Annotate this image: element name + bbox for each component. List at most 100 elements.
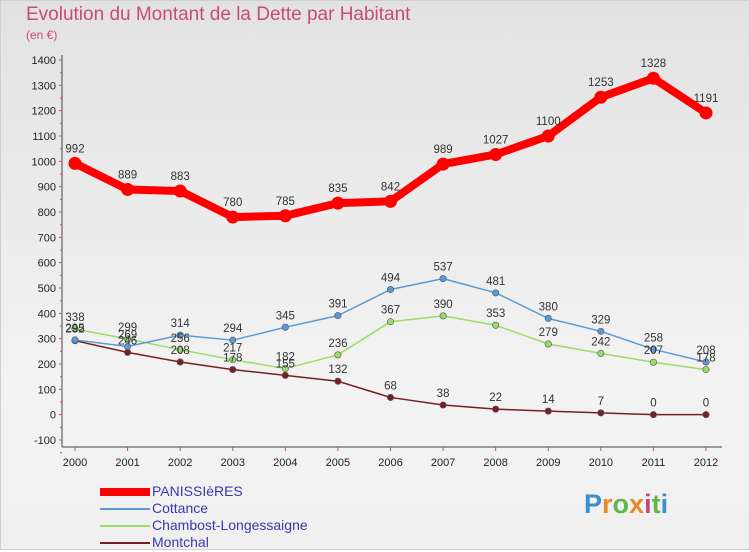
data-label: 292 (65, 324, 84, 336)
series-1-point (229, 336, 237, 344)
y-tick-label: 900 (38, 182, 56, 194)
series-lines (71, 74, 710, 416)
y-tick-label: 1100 (32, 131, 56, 143)
series-0-point (331, 196, 345, 210)
series-2-point (597, 349, 605, 357)
x-tick-label: 2007 (431, 457, 455, 469)
data-label: 178 (223, 353, 242, 365)
x-tick-label: 2000 (63, 457, 87, 469)
data-label: 246 (118, 335, 137, 347)
legend-label: PANISSIèRES (152, 483, 243, 499)
series-1-point (386, 286, 394, 294)
data-labels: 992 889 883 780 785 835 842 989 1027 1100 1253 1328… (65, 58, 718, 409)
y-tick-label: 1000 (32, 156, 56, 168)
y-tick-label: 300 (38, 334, 56, 346)
y-tick-label: 700 (38, 232, 56, 244)
y-tick-label: -100 (34, 435, 56, 447)
series-1-point (334, 312, 342, 320)
data-label: 256 (171, 333, 190, 345)
data-label: 883 (171, 171, 190, 183)
data-label: 299 (118, 322, 137, 334)
series-3-point (176, 358, 184, 366)
x-tick-label: 2009 (536, 457, 560, 469)
proxiti-logo: Proxiti (584, 489, 668, 520)
y-tick-label: 1300 (32, 80, 56, 92)
data-label: 178 (696, 353, 715, 365)
data-label: 1253 (588, 77, 614, 89)
y-tick-label: 600 (38, 258, 56, 270)
series-0-point (699, 106, 713, 120)
data-label: 182 (276, 352, 295, 364)
data-label: 494 (381, 273, 401, 285)
data-label: 279 (539, 327, 558, 339)
x-tick-label: 2011 (642, 457, 666, 469)
series-1-point (439, 275, 447, 283)
chart-subtitle: (en €) (26, 28, 58, 42)
x-tick-label: 2003 (221, 457, 245, 469)
data-label: 329 (591, 314, 610, 326)
data-label: 217 (223, 343, 242, 355)
series-3-point (334, 377, 342, 385)
series-0-point (384, 194, 397, 208)
x-tick-label: 2008 (483, 457, 507, 469)
series-2-point (492, 321, 500, 329)
legend-label: Montchal (152, 534, 209, 550)
data-label: 314 (171, 318, 191, 330)
data-label: 207 (644, 345, 663, 357)
legend-swatch (100, 508, 150, 510)
data-label: 269 (118, 330, 137, 342)
series-points (68, 71, 713, 419)
y-tick-label: 800 (38, 207, 56, 219)
series-2-point (386, 318, 394, 326)
data-label: 38 (437, 388, 450, 400)
series-3-point (439, 401, 447, 409)
series-1-point (649, 345, 657, 353)
data-label: 481 (486, 276, 505, 288)
series-1-point (71, 336, 79, 344)
legend-swatch (100, 525, 150, 527)
logo-letter: P (584, 489, 603, 519)
y-tick-label: 0 (50, 410, 56, 422)
data-label: 155 (276, 358, 295, 370)
series-0-point (173, 184, 187, 198)
series-3-point (702, 411, 710, 419)
data-label: 1027 (483, 134, 509, 146)
data-label: 1100 (536, 116, 561, 128)
data-label: 889 (118, 169, 137, 181)
data-label: 537 (433, 262, 452, 274)
chart-axes: -100010020030040050060070080090010001100… (32, 55, 722, 469)
x-tick-label: 2012 (694, 457, 718, 469)
data-label: 989 (433, 144, 452, 156)
series-0-point (226, 210, 240, 224)
series-3-point (649, 411, 657, 419)
series-3-point (492, 405, 500, 413)
logo-letter: r (602, 489, 613, 519)
data-label: 842 (381, 181, 400, 193)
series-2-point (176, 346, 184, 354)
y-tick-label: 1400 (32, 55, 56, 67)
series-3-point (124, 348, 132, 356)
legend-swatch (100, 542, 150, 544)
x-tick-label: 2006 (378, 457, 402, 469)
series-1-point (176, 331, 184, 339)
chart-title: Evolution du Montant de la Dette par Hab… (26, 4, 411, 25)
logo-letter: i (644, 489, 652, 519)
series-0-point (646, 71, 660, 85)
data-label: 208 (696, 345, 715, 357)
y-tick-label: 100 (38, 384, 56, 396)
data-label: 295 (65, 323, 84, 335)
data-label: 1328 (641, 58, 667, 70)
series-3-point (544, 407, 552, 415)
data-label: 367 (381, 305, 400, 317)
data-label: 353 (486, 308, 505, 320)
data-label: 7 (598, 396, 604, 408)
series-3-point (597, 409, 605, 417)
data-label: 242 (591, 336, 610, 348)
series-0-point (278, 209, 292, 223)
data-label: 992 (65, 143, 84, 155)
data-label: 294 (223, 323, 243, 335)
x-tick-label: 2004 (273, 457, 297, 469)
data-label: 1191 (694, 93, 719, 105)
series-1-point (281, 323, 289, 331)
